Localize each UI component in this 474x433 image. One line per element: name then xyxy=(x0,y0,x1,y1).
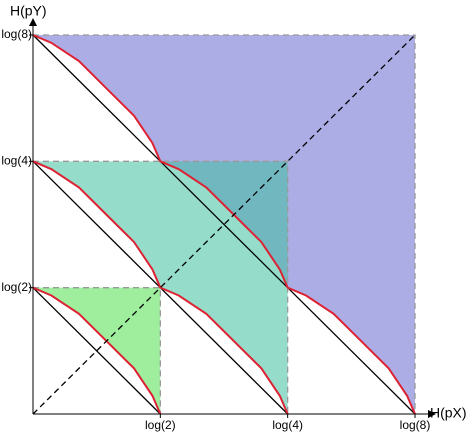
x-tick-label: log(2) xyxy=(145,418,176,432)
y-axis-arrow xyxy=(29,18,37,26)
y-tick-label: log(2) xyxy=(1,280,32,294)
line xyxy=(33,160,289,414)
line xyxy=(32,287,161,415)
line xyxy=(32,34,416,415)
line xyxy=(33,34,416,414)
y-axis-label: H(pY) xyxy=(10,3,47,19)
x-axis-label: H(pX) xyxy=(430,405,467,421)
x-tick-label: log(4) xyxy=(272,418,303,432)
x-axis-arrow xyxy=(428,410,436,418)
x-tick-label: log(8) xyxy=(400,418,431,432)
line xyxy=(32,160,289,415)
line xyxy=(33,287,161,414)
y-tick-label: log(4) xyxy=(1,154,32,168)
y-tick-label: log(8) xyxy=(1,27,32,41)
